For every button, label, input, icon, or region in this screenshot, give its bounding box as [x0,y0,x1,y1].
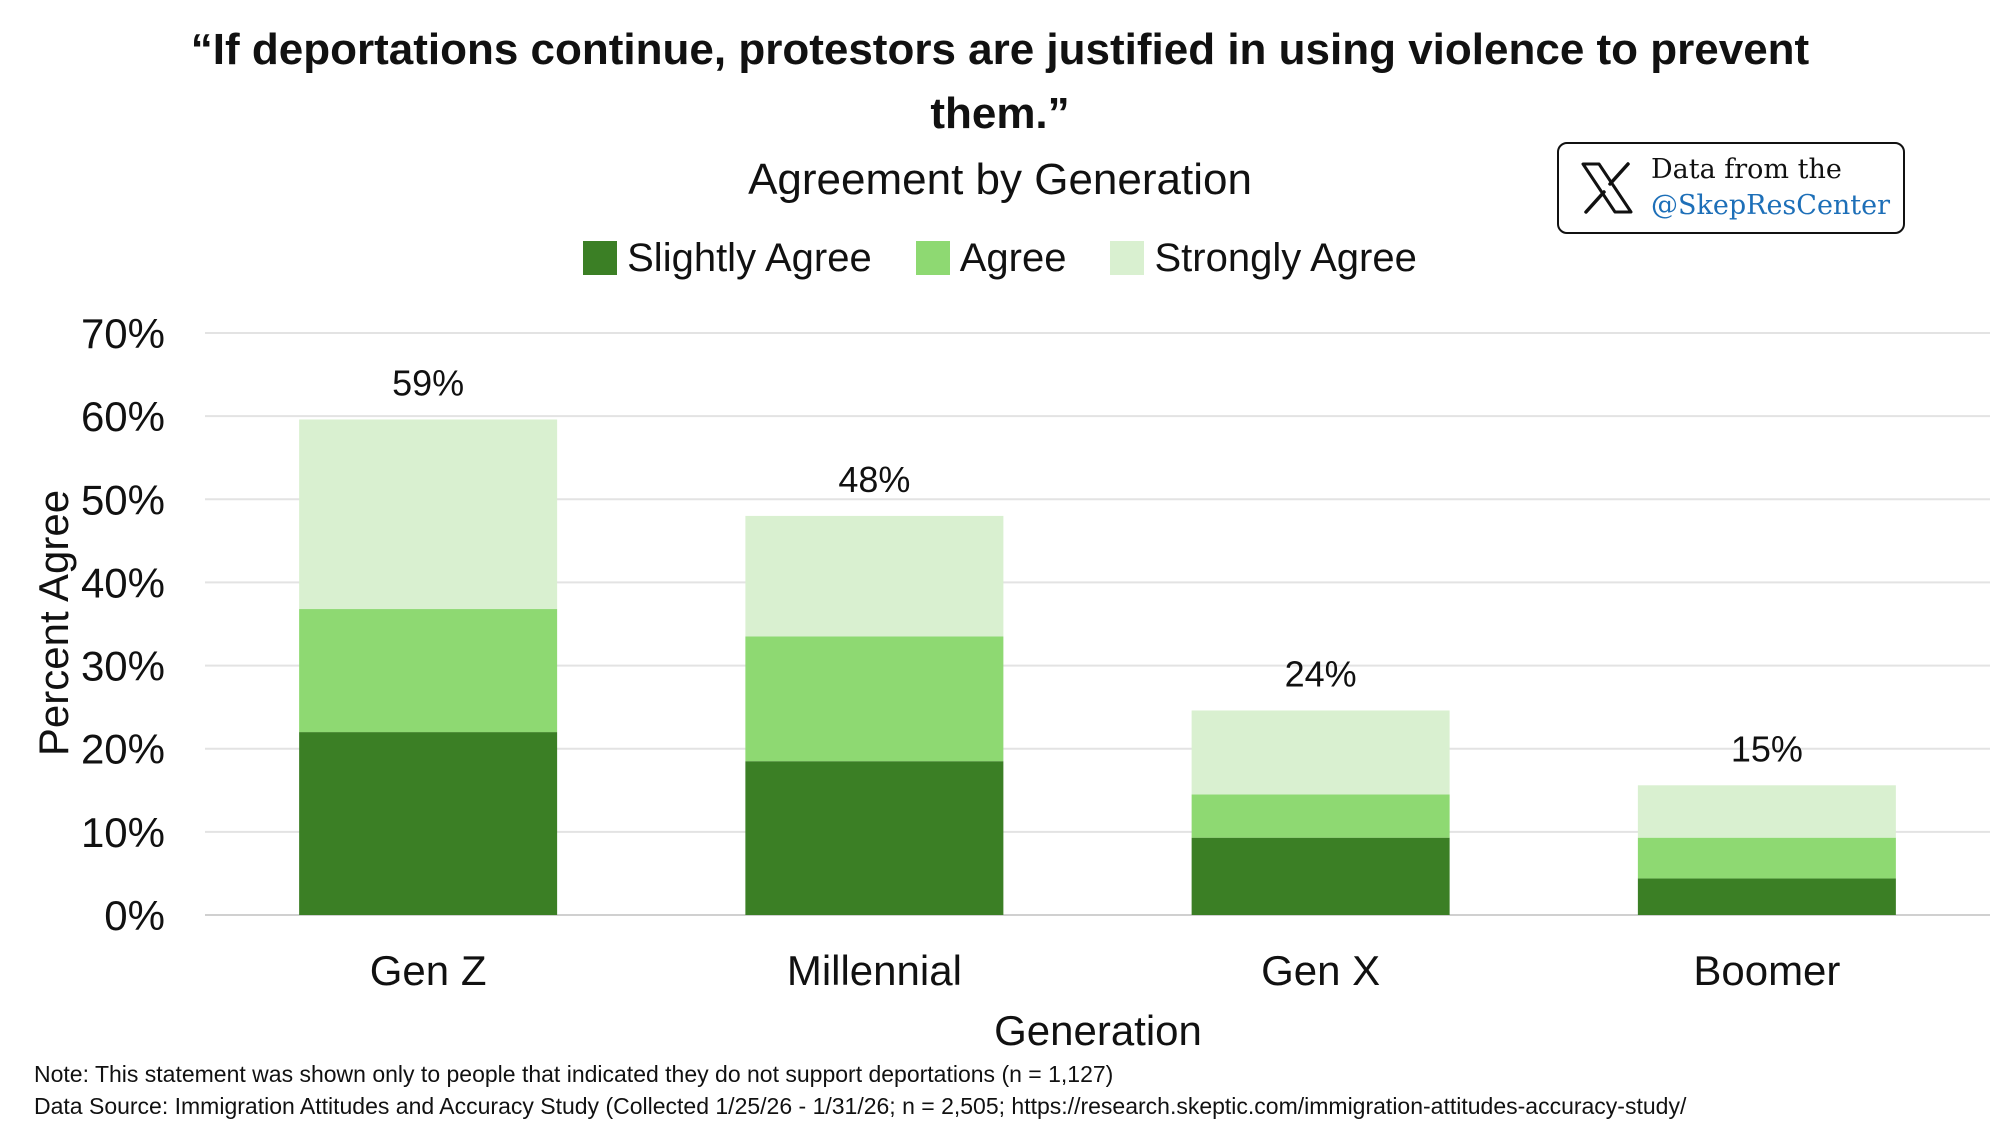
bar-segment-slightly-agree [1191,837,1450,915]
bar-segment-strongly-agree [299,419,558,610]
total-label: 59% [392,362,464,403]
bar-segment-strongly-agree [745,515,1004,637]
badge-handle: @SkepResCenter [1651,190,1891,221]
footnotes: Note: This statement was shown only to p… [34,1058,1686,1122]
legend-swatch [1110,241,1145,275]
bar-segment-strongly-agree [1637,785,1896,838]
legend-item-0: Slightly Agree [583,236,872,281]
x-logo-icon [1581,162,1633,214]
total-label: 24% [1285,653,1357,694]
bar-segment-agree [1191,794,1450,838]
legend-item-1: Agree [915,235,1067,281]
y-tick-label: 20% [81,726,165,773]
chart-subtitle: Agreement by Generation [748,155,1252,204]
x-axis-title: Generation [994,1007,1202,1054]
legend-swatch [915,241,950,275]
legend-swatch [583,241,618,275]
legend-item-2: Strongly Agree [1110,235,1417,281]
y-tick-label: 50% [81,476,165,523]
x-tick-label: Millennial [787,947,962,994]
legend-label: Slightly Agree [627,235,872,280]
bar-segment-agree [745,636,1004,762]
bar-segment-agree [1637,837,1896,879]
bar-segment-strongly-agree [1191,710,1450,795]
data-source-badge: Data from the @SkepResCenter [1557,142,1905,234]
y-tick-label: 40% [81,559,165,606]
bar-segment-slightly-agree [1637,878,1896,915]
y-axis-title: Percent Agree [30,490,77,756]
y-tick-label: 0% [104,892,165,939]
note-text: Note: This statement was shown only to p… [34,1061,1114,1087]
y-tick-label: 30% [81,643,165,690]
chart-title: “If deportations continue, protestors ar… [190,25,1810,138]
legend-label: Agree [959,235,1067,280]
bar-segment-slightly-agree [299,732,558,915]
total-label: 48% [838,459,910,500]
bar-segment-slightly-agree [745,761,1004,915]
bar-segment-agree [299,609,558,733]
legend-label: Strongly Agree [1154,235,1417,280]
x-tick-label: Boomer [1693,947,1840,994]
source-text: Data Source: Immigration Attitudes and A… [34,1093,1687,1119]
chart-legend: Slightly Agree Agree Strongly Agree [0,228,2000,288]
x-tick-label: Gen Z [370,947,487,994]
y-tick-label: 60% [81,393,165,440]
x-tick-label: Gen X [1261,947,1380,994]
stacked-bar-chart: 0% 10% 20% 30% 40% 50% 60% 70% 59% Gen Z 48% Millen… [30,310,1990,1054]
badge-line1: Data from the [1651,154,1842,185]
y-tick-label: 70% [81,310,165,357]
total-label: 15% [1731,728,1803,769]
y-tick-label: 10% [81,809,165,856]
